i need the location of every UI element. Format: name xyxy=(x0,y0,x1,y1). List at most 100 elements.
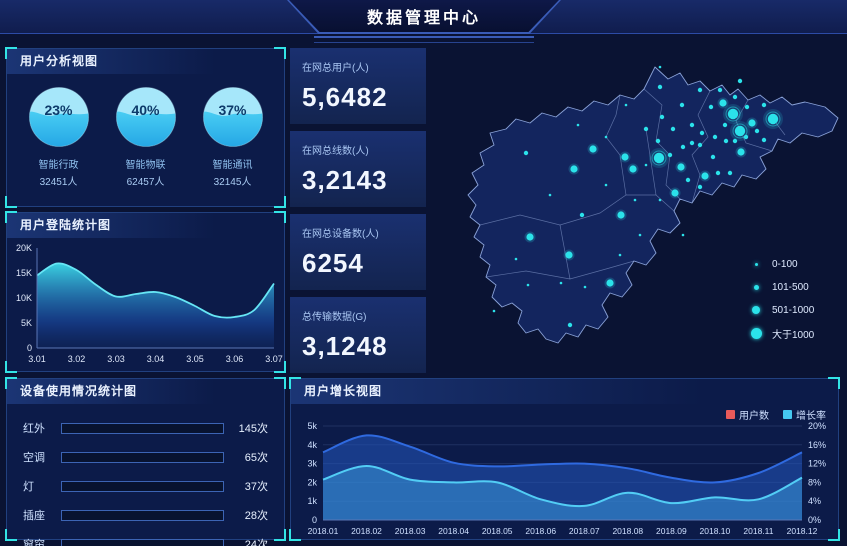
svg-text:5k: 5k xyxy=(307,421,317,431)
svg-text:2018.04: 2018.04 xyxy=(438,526,469,536)
stat-value: 6254 xyxy=(302,248,364,278)
page-title: 数据管理中心 xyxy=(366,10,481,27)
corner-bracket xyxy=(274,196,286,208)
svg-text:3.05: 3.05 xyxy=(186,354,204,364)
gauge-admin: 23% 智能行政 32451人 xyxy=(18,86,100,188)
legend-item-growth-rate[interactable]: 增长率 xyxy=(783,407,826,422)
bar-label: 灯 xyxy=(23,481,34,493)
stat-label: 在网总设备数(人) xyxy=(302,229,379,240)
svg-text:0%: 0% xyxy=(808,515,821,525)
map-dots-layer xyxy=(492,65,783,328)
svg-text:2018.07: 2018.07 xyxy=(569,526,600,536)
stat-value: 5,6482 xyxy=(302,82,388,112)
bar-label: 窗帘 xyxy=(23,539,45,546)
liquid-gauge: 23% xyxy=(28,86,90,148)
gauge-name: 智能行政 xyxy=(38,160,79,171)
corner-bracket xyxy=(5,196,17,208)
svg-text:12%: 12% xyxy=(808,459,826,469)
panel-device-usage: 设备使用情况统计图 红外 145次 空调 65次 灯 37次 插座 28次 xyxy=(5,377,286,546)
svg-text:2018.03: 2018.03 xyxy=(395,526,426,536)
svg-text:15K: 15K xyxy=(16,268,32,278)
bar-track xyxy=(61,422,224,434)
panel-title: 设备使用情况统计图 xyxy=(7,379,284,404)
panel-title: 用户分析视图 xyxy=(7,49,284,74)
svg-text:3.03: 3.03 xyxy=(107,354,125,364)
svg-text:1k: 1k xyxy=(307,496,317,506)
stat-card-total-data: 总传输数据(G) 3,1248 xyxy=(290,297,426,373)
bubble-size-icon xyxy=(750,327,762,339)
stat-card-total-devices: 在网总设备数(人) 6254 xyxy=(290,214,426,290)
svg-text:0: 0 xyxy=(312,515,317,525)
stat-label: 在网总用户(人) xyxy=(302,63,369,74)
legend-label: 增长率 xyxy=(796,411,826,422)
liquid-gauge: 37% xyxy=(202,86,264,148)
corner-bracket xyxy=(289,377,301,389)
legend-item-users[interactable]: 用户数 xyxy=(726,407,769,422)
corner-bracket xyxy=(828,377,840,389)
svg-text:2018.11: 2018.11 xyxy=(743,526,773,536)
gauge-percent: 37% xyxy=(218,102,247,118)
svg-text:3.02: 3.02 xyxy=(68,354,86,364)
svg-text:4k: 4k xyxy=(307,440,317,450)
bar-row-light: 灯 37次 xyxy=(23,478,268,494)
svg-text:3.07: 3.07 xyxy=(265,354,283,364)
panel-user-analysis: 用户分析视图 23% 智能行政 32451人 40% 智能物联 62457人 3… xyxy=(5,47,286,208)
bar-value: 28次 xyxy=(244,510,268,522)
svg-text:2018.06: 2018.06 xyxy=(525,526,556,536)
legend-swatch-icon xyxy=(783,410,792,419)
panel-title: 用户增长视图 xyxy=(291,379,838,404)
corner-bracket xyxy=(5,361,17,373)
bar-value: 37次 xyxy=(244,481,268,493)
map-legend-label: 501-1000 xyxy=(772,304,815,316)
svg-text:20%: 20% xyxy=(808,421,826,431)
bar-value: 24次 xyxy=(244,539,268,546)
map-legend-label: 101-500 xyxy=(772,281,809,293)
corner-bracket xyxy=(274,377,286,389)
corner-bracket xyxy=(5,529,17,541)
gauge-name: 智能通讯 xyxy=(212,160,253,171)
corner-bracket xyxy=(5,211,17,223)
corner-bracket xyxy=(274,47,286,59)
stat-label: 总传输数据(G) xyxy=(302,312,367,323)
corner-bracket xyxy=(274,361,286,373)
header-underline-decoration xyxy=(314,36,534,43)
gauge-count: 32145人 xyxy=(213,177,252,188)
corner-bracket xyxy=(5,377,17,389)
svg-text:3.06: 3.06 xyxy=(226,354,244,364)
legend-label: 用户数 xyxy=(739,411,769,422)
map-legend-item: 101-500 xyxy=(748,280,814,294)
panel-login-stats: 用户登陆统计图 0 5K 10K 15K 20K 3.01 3.02 3.03 3.04 3.05… xyxy=(5,211,286,373)
device-bar-list: 红外 145次 空调 65次 灯 37次 插座 28次 窗帘 xyxy=(7,404,284,546)
bubble-size-icon xyxy=(752,306,760,314)
gauge-name: 智能物联 xyxy=(125,160,166,171)
bar-label: 红外 xyxy=(23,423,45,435)
bar-value: 145次 xyxy=(238,423,268,435)
stat-value: 3,2143 xyxy=(302,165,388,195)
gauge-count: 62457人 xyxy=(126,177,165,188)
header-banner-inner: 数据管理中心 xyxy=(289,0,559,32)
corner-bracket xyxy=(274,529,286,541)
growth-area-chart: 0 0% 1k 4% 2k 8% 3k 12% 4k 16% 5k 20% 2018.01 2018.02… xyxy=(307,421,826,536)
map-legend: 0-100 101-500 501-1000 大于1000 xyxy=(748,257,815,341)
corner-bracket xyxy=(274,211,286,223)
stat-value: 3,1248 xyxy=(302,331,388,361)
corner-bracket xyxy=(5,47,17,59)
bubble-size-icon xyxy=(753,284,759,290)
svg-text:2018.10: 2018.10 xyxy=(700,526,731,536)
legend-swatch-icon xyxy=(726,410,735,419)
bar-track xyxy=(61,480,224,492)
stat-card-total-lines: 在网总线数(人) 3,2143 xyxy=(290,131,426,207)
bar-value: 65次 xyxy=(244,452,268,464)
svg-text:2018.02: 2018.02 xyxy=(351,526,382,536)
map-legend-label: 0-100 xyxy=(772,258,798,270)
svg-text:2018.12: 2018.12 xyxy=(787,526,818,536)
svg-text:2018.09: 2018.09 xyxy=(656,526,687,536)
login-area-chart: 0 5K 10K 15K 20K 3.01 3.02 3.03 3.04 3.05 3.06 3.07 xyxy=(16,243,283,364)
svg-text:2018.01: 2018.01 xyxy=(308,526,339,536)
gauge-count: 32451人 xyxy=(39,177,78,188)
bar-track xyxy=(61,451,224,463)
svg-text:0: 0 xyxy=(27,343,32,353)
svg-text:8%: 8% xyxy=(808,477,821,487)
bar-row-infrared: 红外 145次 xyxy=(23,420,268,436)
stat-card-total-users: 在网总用户(人) 5,6482 xyxy=(290,48,426,124)
